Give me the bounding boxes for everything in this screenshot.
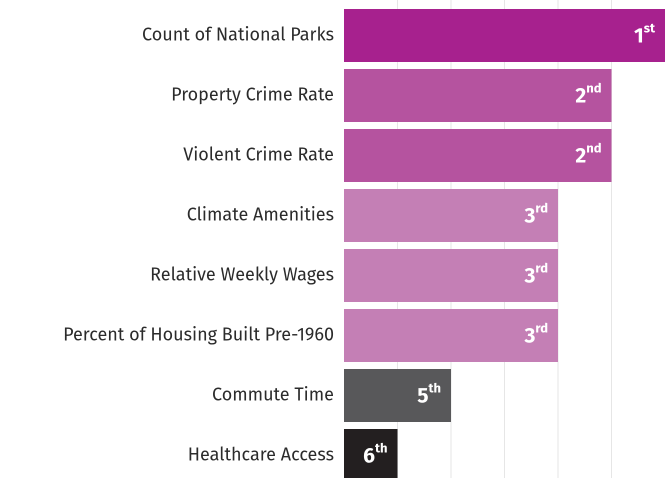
bar: [344, 9, 665, 62]
value-label: 3rd: [523, 322, 548, 348]
category-label: Healthcare Access: [188, 443, 334, 465]
bar: [344, 189, 558, 242]
category-label: Percent of Housing Built Pre-1960: [63, 323, 334, 345]
bar: [344, 249, 558, 302]
value-label: 2nd: [575, 82, 601, 108]
value-label: 3rd: [523, 202, 548, 228]
bar: [344, 429, 398, 478]
value-label: 3rd: [523, 262, 548, 288]
category-label: Property Crime Rate: [171, 83, 334, 105]
category-label: Count of National Parks: [142, 23, 334, 45]
value-label: 5th: [417, 382, 441, 408]
category-label: Climate Amenities: [187, 203, 334, 225]
bar: [344, 309, 558, 362]
value-label: 1st: [634, 22, 656, 48]
value-label: 2nd: [575, 142, 601, 168]
category-label: Relative Weekly Wages: [150, 263, 334, 285]
value-label: 6th: [363, 442, 387, 468]
bar: [344, 69, 612, 122]
category-label: Violent Crime Rate: [183, 143, 334, 165]
bar: [344, 369, 451, 422]
bar: [344, 129, 612, 182]
category-label: Commute Time: [212, 383, 334, 405]
